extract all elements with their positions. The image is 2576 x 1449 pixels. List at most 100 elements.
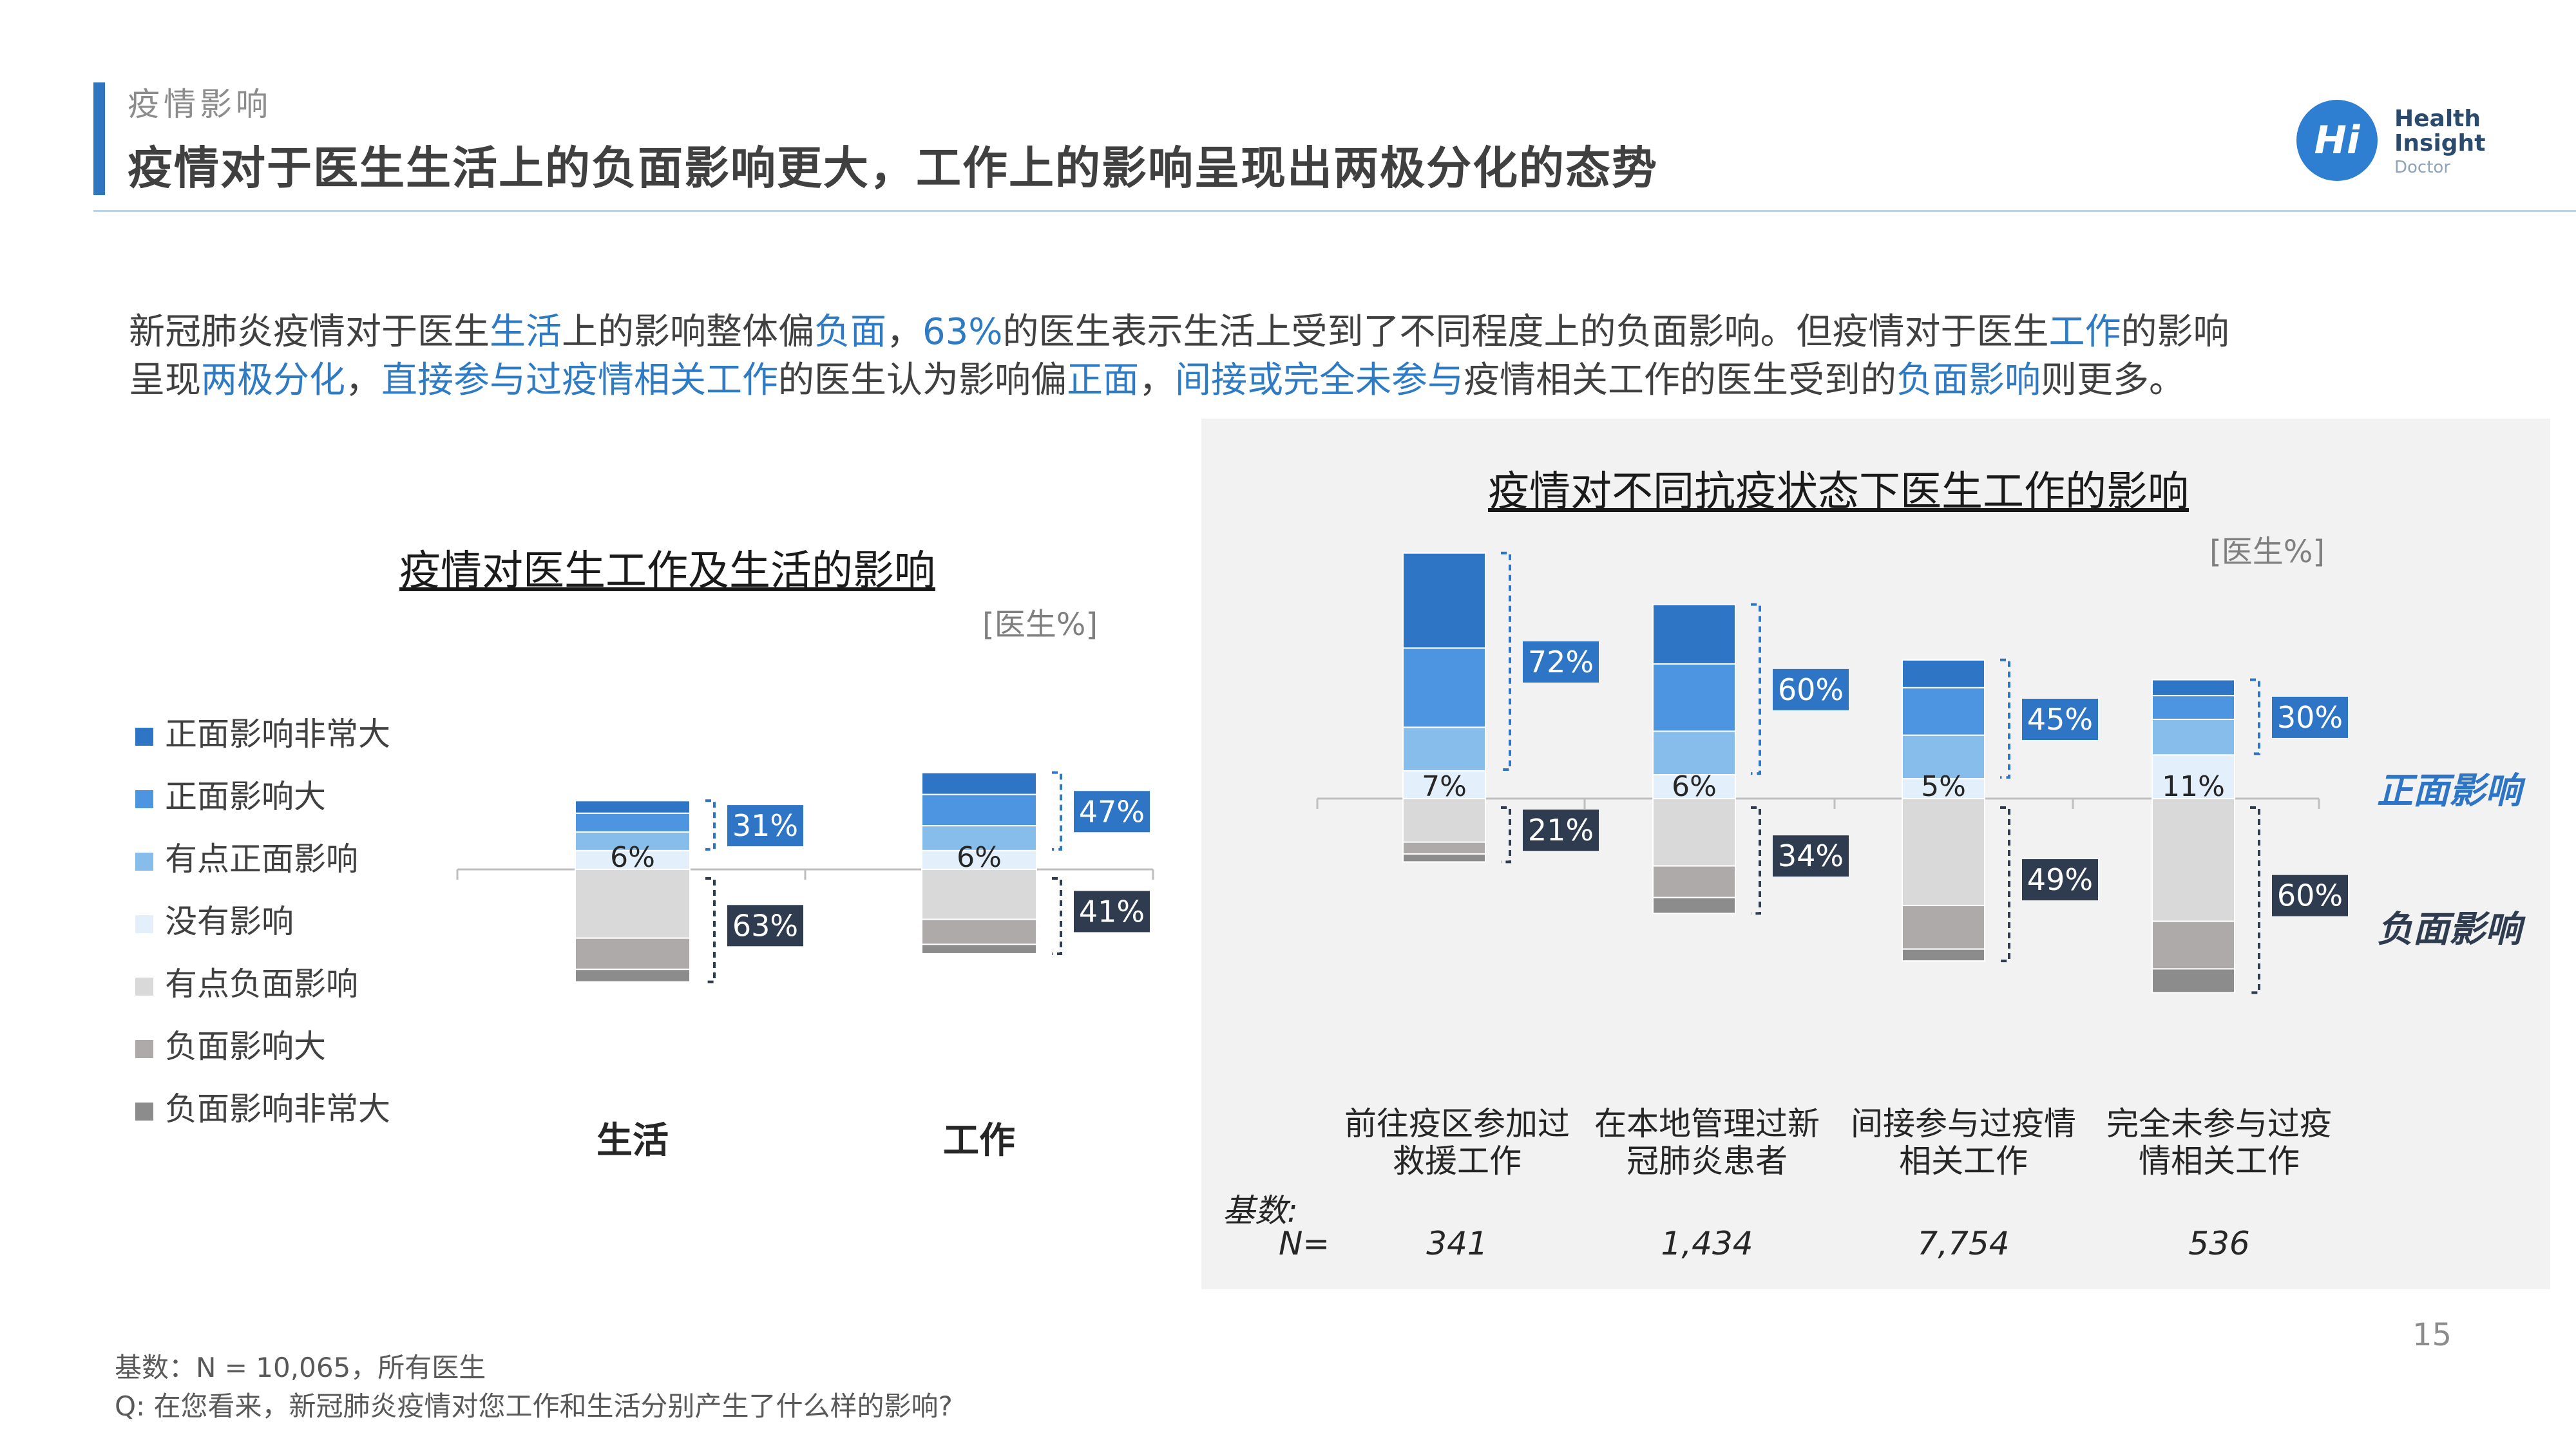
header-divider [93, 210, 2576, 212]
neutral-label: 7% [1422, 770, 1467, 803]
footer-base: 基数：N = 10,065，所有医生 [115, 1352, 486, 1383]
category-line: 间接参与过疫情 [1851, 1105, 2076, 1142]
bar-segment [921, 825, 1037, 851]
legend-label: 正面影响非常大 [165, 715, 390, 753]
legend-item: 负面影响大 [135, 1027, 390, 1066]
bar-segment [1402, 552, 1486, 649]
n-value: 536 [2188, 1225, 2250, 1262]
bar-segment [575, 937, 691, 971]
bracket [705, 877, 716, 983]
negative-total-label: 21% [1528, 813, 1594, 848]
accent-bar [93, 82, 105, 195]
neutral-label: 6% [957, 841, 1002, 874]
bar-segment [1652, 774, 1736, 799]
bracket [705, 799, 716, 851]
brand-logo: Hi Health Insight Doctor [2296, 100, 2496, 190]
bar-segment [1402, 770, 1486, 799]
bracket [2000, 658, 2010, 779]
summary-text: 则更多。 [2041, 359, 2185, 401]
category-line: 相关工作 [1899, 1142, 2028, 1180]
right-chart-category: 完全未参与过疫 情相关工作 [2090, 1105, 2348, 1180]
neutral-label: 11% [2162, 770, 2225, 803]
summary-highlight: 间接或完全未参与 [1175, 359, 1464, 401]
n-value: 341 [1426, 1225, 1488, 1262]
logo-text-health: Health [2394, 106, 2481, 132]
legend-label: 负面影响非常大 [165, 1090, 390, 1128]
right-chart-unit: [医生%] [2209, 534, 2325, 570]
negative-total-label: 60% [2277, 878, 2343, 913]
legend-swatch [135, 1039, 153, 1058]
logo-badge: Hi [2296, 100, 2378, 181]
left-chart-unit: [医生%] [982, 607, 1098, 643]
bar-segment [1652, 896, 1736, 914]
summary-text: 新冠肺炎疫情对于医生 [129, 311, 490, 353]
page-number: 15 [2412, 1317, 2452, 1353]
bar-segment [1902, 905, 1985, 950]
positive-total-label: 72% [1528, 645, 1594, 679]
bar-segment [1402, 647, 1486, 728]
bar-segment [1902, 948, 1985, 962]
category-line: 前往疫区参加过 [1344, 1105, 1570, 1142]
legend-swatch [135, 977, 153, 996]
n-value: 7,754 [1917, 1225, 2010, 1262]
n-label: N= [1279, 1225, 1330, 1262]
summary-line-2: 呈现两极分化，直接参与过疫情相关工作的医生认为影响偏正面，间接或完全未参与疫情相… [129, 357, 2383, 404]
right-chart-category: 在本地管理过新 冠肺炎患者 [1578, 1105, 1836, 1180]
bar-segment [1402, 841, 1486, 855]
summary-highlight: 负面影响 [1896, 359, 2041, 401]
legend-label: 负面影响大 [165, 1028, 326, 1065]
neutral-label: 5% [1921, 770, 1966, 803]
legend-item: 没有影响 [135, 902, 390, 941]
bracket [2000, 806, 2010, 963]
negative-total-label: 41% [1079, 894, 1145, 929]
category-line: 情相关工作 [2139, 1142, 2300, 1180]
category-line: 救援工作 [1393, 1142, 1522, 1180]
bar-segment [2151, 968, 2235, 994]
summary-highlight: 正面 [1067, 359, 1139, 401]
logo-text-doctor: Doctor [2394, 158, 2451, 177]
summary-text: 呈现 [129, 359, 201, 401]
bar-segment [1652, 663, 1736, 732]
summary-text: 上的影响整体偏 [562, 311, 814, 353]
bar-segment [2151, 679, 2235, 697]
summary-highlight: 两极分化 [201, 359, 345, 401]
summary-line-1: 新冠肺炎疫情对于医生生活上的影响整体偏负面，63%的医生表示生活上受到了不同程度… [129, 309, 2383, 355]
bar-segment [575, 812, 691, 833]
neutral-label: 6% [1672, 770, 1717, 803]
negative-total-label-bg [727, 905, 803, 947]
section-label: 疫情影响 [128, 86, 272, 123]
bar-segment [2151, 754, 2235, 799]
logo-text-insight: Insight [2394, 130, 2486, 156]
negative-total-label: 63% [732, 908, 798, 943]
legend-swatch [135, 914, 153, 933]
positive-total-label: 45% [2027, 702, 2093, 737]
negative-impact-label: 负面影响 [2377, 909, 2521, 951]
bar-segment [2151, 695, 2235, 720]
bar-segment [921, 849, 1037, 871]
bar-segment [1652, 865, 1736, 898]
negative-total-label-bg [1773, 835, 1849, 877]
legend-swatch [135, 852, 153, 871]
negative-total-label-bg [2022, 859, 2098, 901]
legend-label: 有点正面影响 [165, 840, 358, 878]
bracket [1052, 771, 1062, 851]
negative-total-label-bg [1523, 810, 1599, 851]
footer-question: Q: 在您看来，新冠肺炎疫情对您工作和生活分别产生了什么样的影响? [115, 1390, 953, 1422]
bar-segment [921, 793, 1037, 827]
bar-segment [1402, 853, 1486, 863]
bar-segment [1402, 798, 1486, 843]
bar-segment [2151, 920, 2235, 970]
bracket [2250, 806, 2260, 994]
positive-total-label-bg [1074, 791, 1150, 833]
page-title: 疫情对于医生生活上的负面影响更大，工作上的影响呈现出两极分化的态势 [128, 142, 1658, 194]
bar-segment [1402, 726, 1486, 772]
positive-impact-label: 正面影响 [2377, 770, 2521, 812]
legend-item: 有点负面影响 [135, 965, 390, 1003]
right-chart-category: 前往疫区参加过 救援工作 [1328, 1105, 1586, 1180]
bracket [2250, 678, 2260, 755]
summary-text: ， [1139, 359, 1175, 401]
bar-segment [921, 918, 1037, 945]
bar-segment [921, 772, 1037, 795]
bracket [1751, 603, 1761, 775]
category-line: 完全未参与过疫 [2106, 1105, 2332, 1142]
